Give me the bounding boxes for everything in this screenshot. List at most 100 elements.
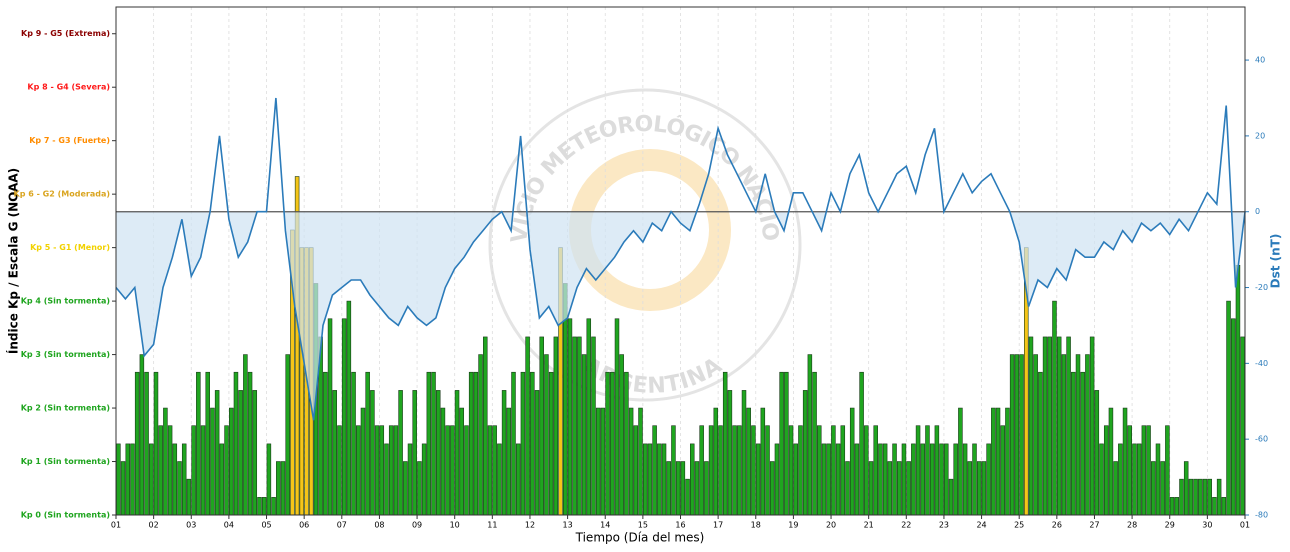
kp-bar: [435, 390, 441, 516]
kp-bar: [577, 336, 582, 516]
kp-bar: [755, 443, 761, 516]
kp-bar: [1052, 300, 1057, 516]
kp-bar: [1155, 443, 1161, 516]
kp-bar: [149, 443, 154, 516]
kp-bar: [948, 478, 954, 516]
x-tick-label: 30: [1202, 521, 1212, 530]
kp-bar: [694, 461, 700, 516]
kp-bar: [492, 425, 497, 516]
kp-bar: [271, 497, 276, 516]
x-tick-label: 01: [1240, 521, 1250, 530]
kp-bar: [911, 443, 916, 516]
kp-bar: [332, 390, 337, 516]
kp-bar: [1038, 371, 1043, 516]
kp-bar: [934, 425, 940, 516]
kp-bar: [892, 443, 897, 516]
kp-bar: [525, 336, 530, 516]
kp-bar: [158, 425, 163, 516]
kp-bar: [544, 354, 549, 516]
kp-bar: [388, 425, 394, 516]
kp-bar: [624, 371, 629, 516]
kp-bar: [506, 407, 512, 516]
kp-bar: [929, 443, 935, 516]
kp-bar: [1132, 443, 1137, 516]
kp-bar: [976, 461, 982, 516]
kp-bar: [572, 336, 577, 516]
kp-bar: [638, 407, 643, 516]
kp-bar: [1240, 336, 1245, 516]
kp-bar: [981, 461, 987, 516]
kp-bar: [520, 371, 526, 516]
kp-bar: [619, 354, 624, 516]
kp-bar: [1099, 443, 1104, 516]
kp-bar: [727, 390, 733, 516]
x-tick-label: 26: [1052, 521, 1062, 530]
kp-bar: [167, 425, 173, 516]
x-tick-label: 25: [1014, 521, 1024, 530]
y-tick-label: Kp 4 (Sin tormenta): [21, 297, 110, 306]
x-tick-label: 04: [224, 521, 234, 530]
kp-bar: [1179, 478, 1184, 516]
kp-bar: [497, 443, 502, 516]
kp-bar: [1009, 354, 1015, 516]
kp-bar: [1216, 478, 1222, 516]
kp-bar: [944, 443, 949, 516]
kp-bar: [1198, 478, 1203, 516]
x-tick-label: 16: [675, 521, 685, 530]
kp-bar: [181, 443, 187, 516]
kp-bar: [177, 461, 182, 516]
x-tick-label: 09: [412, 521, 422, 530]
kp-bar: [464, 425, 469, 516]
kp-bar: [440, 407, 446, 516]
kp-bar: [1202, 478, 1208, 516]
kp-bar: [675, 461, 681, 516]
kp-bar: [826, 443, 831, 516]
watermark-text: SERVICIO METEOROLÓGICO NACIONAL: [0, 0, 783, 244]
y2-tick-label: -80: [1255, 511, 1268, 520]
kp-bar: [1174, 497, 1180, 516]
kp-bar: [341, 318, 347, 516]
kp-bar: [553, 336, 559, 516]
kp-bar: [346, 300, 352, 516]
kp-bar: [953, 443, 958, 516]
kp-bar: [868, 461, 874, 516]
kp-bar: [840, 425, 846, 516]
kp-bar: [807, 354, 813, 516]
kp-bar: [798, 425, 803, 516]
kp-bar: [125, 443, 131, 516]
kp-bar: [901, 443, 907, 516]
y2-tick-label: 0: [1255, 207, 1260, 216]
y2-tick-label: -20: [1255, 283, 1268, 292]
kp-bar: [859, 371, 864, 516]
dst-area: [116, 211, 1245, 421]
kp-bar: [393, 425, 399, 516]
kp-bar: [116, 443, 121, 516]
kp-bar: [1066, 336, 1071, 516]
y-tick-label: Kp 6 - G2 (Moderada): [14, 190, 110, 199]
kp-bar: [1056, 336, 1062, 516]
kp-bar: [737, 425, 742, 516]
kp-bar: [120, 461, 126, 516]
kp-bar: [365, 371, 370, 516]
kp-bar: [238, 390, 243, 516]
kp-bar: [610, 371, 615, 516]
kp-bar: [539, 336, 544, 516]
x-tick-label: 17: [713, 521, 723, 530]
kp-bar: [468, 371, 474, 516]
kp-bar: [722, 371, 728, 516]
kp-bar: [233, 371, 239, 516]
kp-bar: [704, 461, 709, 516]
y-tick-label: Kp 8 - G4 (Severa): [27, 83, 110, 92]
kp-bar: [1169, 497, 1175, 516]
kp-bar: [1075, 354, 1081, 516]
kp-bar: [591, 336, 596, 516]
kp-bar: [614, 318, 620, 516]
kp-bar: [925, 425, 930, 516]
x-tick-label: 22: [901, 521, 911, 530]
kp-bar: [1188, 478, 1194, 516]
x-tick-label: 18: [751, 521, 761, 530]
kp-bar: [915, 425, 921, 516]
x-tick-label: 13: [563, 521, 573, 530]
kp-bar: [224, 425, 229, 516]
